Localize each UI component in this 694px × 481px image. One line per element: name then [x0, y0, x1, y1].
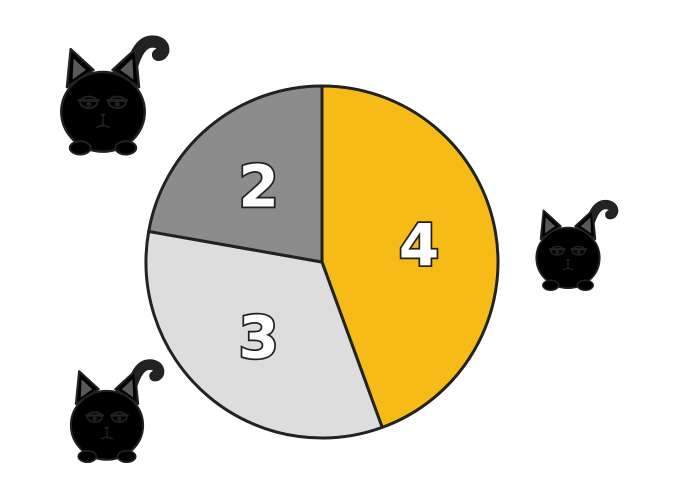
pie-slice-label-2: 2 — [238, 152, 278, 220]
cat-icon-dark-gray: .dk .cat-fill{fill:#6E6E6E}.dk .cat-ligh… — [61, 41, 163, 154]
pie-slice-label-3: 3 — [238, 304, 278, 372]
pie-slice-3 — [144, 229, 384, 440]
pie-slice-label-4: 4 — [399, 211, 439, 279]
pie-slice-4 — [320, 84, 500, 429]
cat-icon-yellow: .yl .cat-fill{fill:#F6BB16}.yl .cat-ligh… — [536, 205, 613, 291]
pie-slice-labels: 4 3 2 — [237, 151, 441, 374]
pie-slice-2 — [147, 84, 324, 264]
cat-icon-light-gray: .lt .cat-fill{fill:#DDDDDD}.lt .cat-ligh… — [71, 365, 159, 463]
pie-slices — [144, 84, 500, 440]
